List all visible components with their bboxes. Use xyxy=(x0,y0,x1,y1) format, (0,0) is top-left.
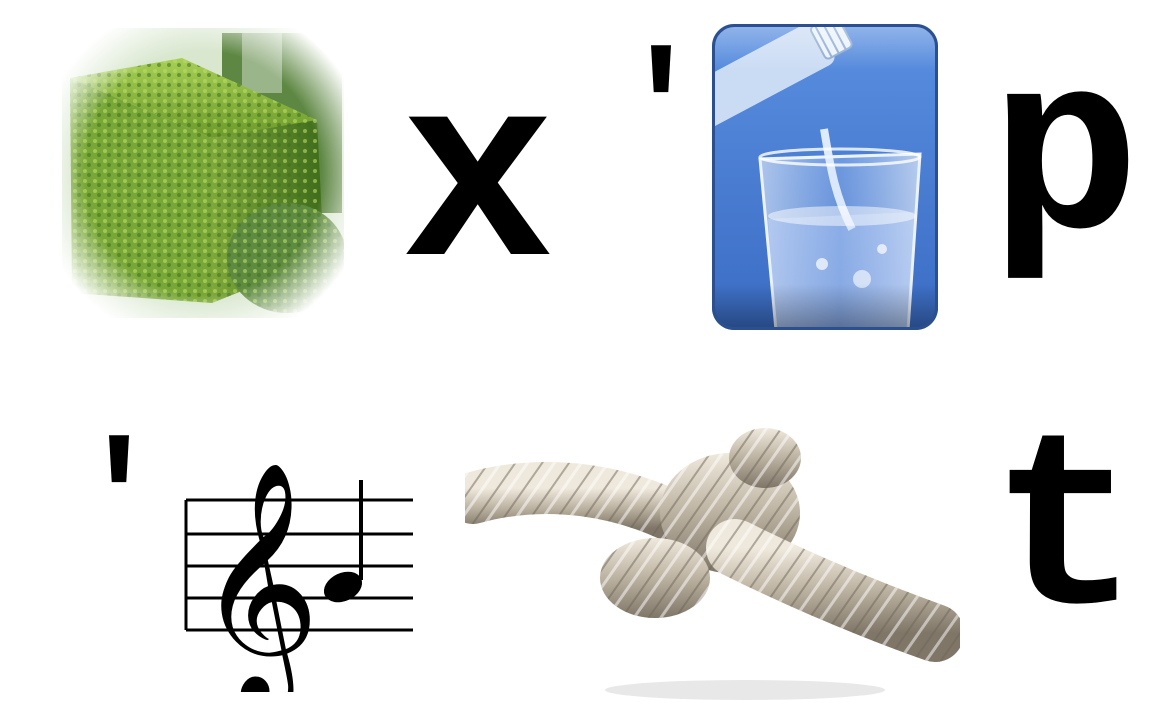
letter-x: x xyxy=(400,39,557,333)
letter-t: t xyxy=(990,395,1141,678)
apostrophe-mark-2: ' xyxy=(74,420,165,590)
hedge-image xyxy=(62,28,347,318)
rope-knot-image xyxy=(447,418,964,708)
water-glass-image xyxy=(677,14,938,332)
letter-p: p xyxy=(990,19,1141,302)
apostrophe-mark: ' xyxy=(616,30,707,200)
treble-clef-icon: 𝄞 xyxy=(196,459,320,692)
treble-clef-staff-image: 𝄞 xyxy=(178,432,418,715)
